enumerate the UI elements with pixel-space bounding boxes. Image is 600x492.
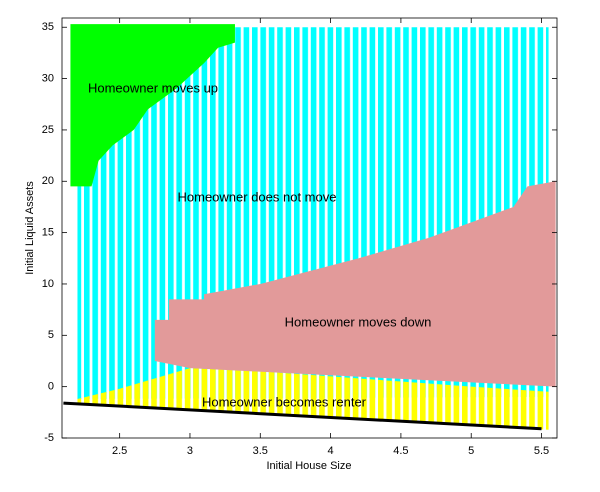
region: [154, 181, 556, 387]
y-tick-label: 20: [42, 175, 54, 187]
y-tick-label: -5: [44, 432, 54, 444]
axes-box: [61, 17, 558, 439]
y-tick-label: 10: [42, 278, 54, 290]
x-tick-label: 3: [187, 445, 193, 457]
x-tick-label: 4: [328, 445, 334, 457]
region-label: Homeowner moves down: [285, 314, 432, 329]
y-tick-label: 25: [42, 124, 54, 136]
y-tick-label: 15: [42, 227, 54, 239]
x-tick-label: 5.5: [534, 445, 549, 457]
region-label: Homeowner moves up: [88, 80, 218, 95]
x-tick-label: 2.5: [112, 445, 127, 457]
plot-area: [63, 24, 556, 431]
y-tick-label: 5: [48, 329, 54, 341]
region: [70, 24, 235, 187]
x-tick-label: 3.5: [253, 445, 268, 457]
y-axis-label: Initial Liquid Assets: [24, 181, 36, 275]
x-tick-label: 4.5: [393, 445, 408, 457]
y-tick-label: 35: [42, 21, 54, 33]
region-label: Homeowner becomes renter: [202, 394, 367, 409]
boundary-line: [63, 401, 542, 431]
y-tick-label: 0: [48, 381, 54, 393]
x-axis-label: Initial House Size: [267, 460, 352, 472]
region-label: Homeowner does not move: [178, 189, 337, 204]
y-tick-label: 30: [42, 72, 54, 84]
region: [77, 368, 549, 430]
x-tick-label: 5: [468, 445, 474, 457]
